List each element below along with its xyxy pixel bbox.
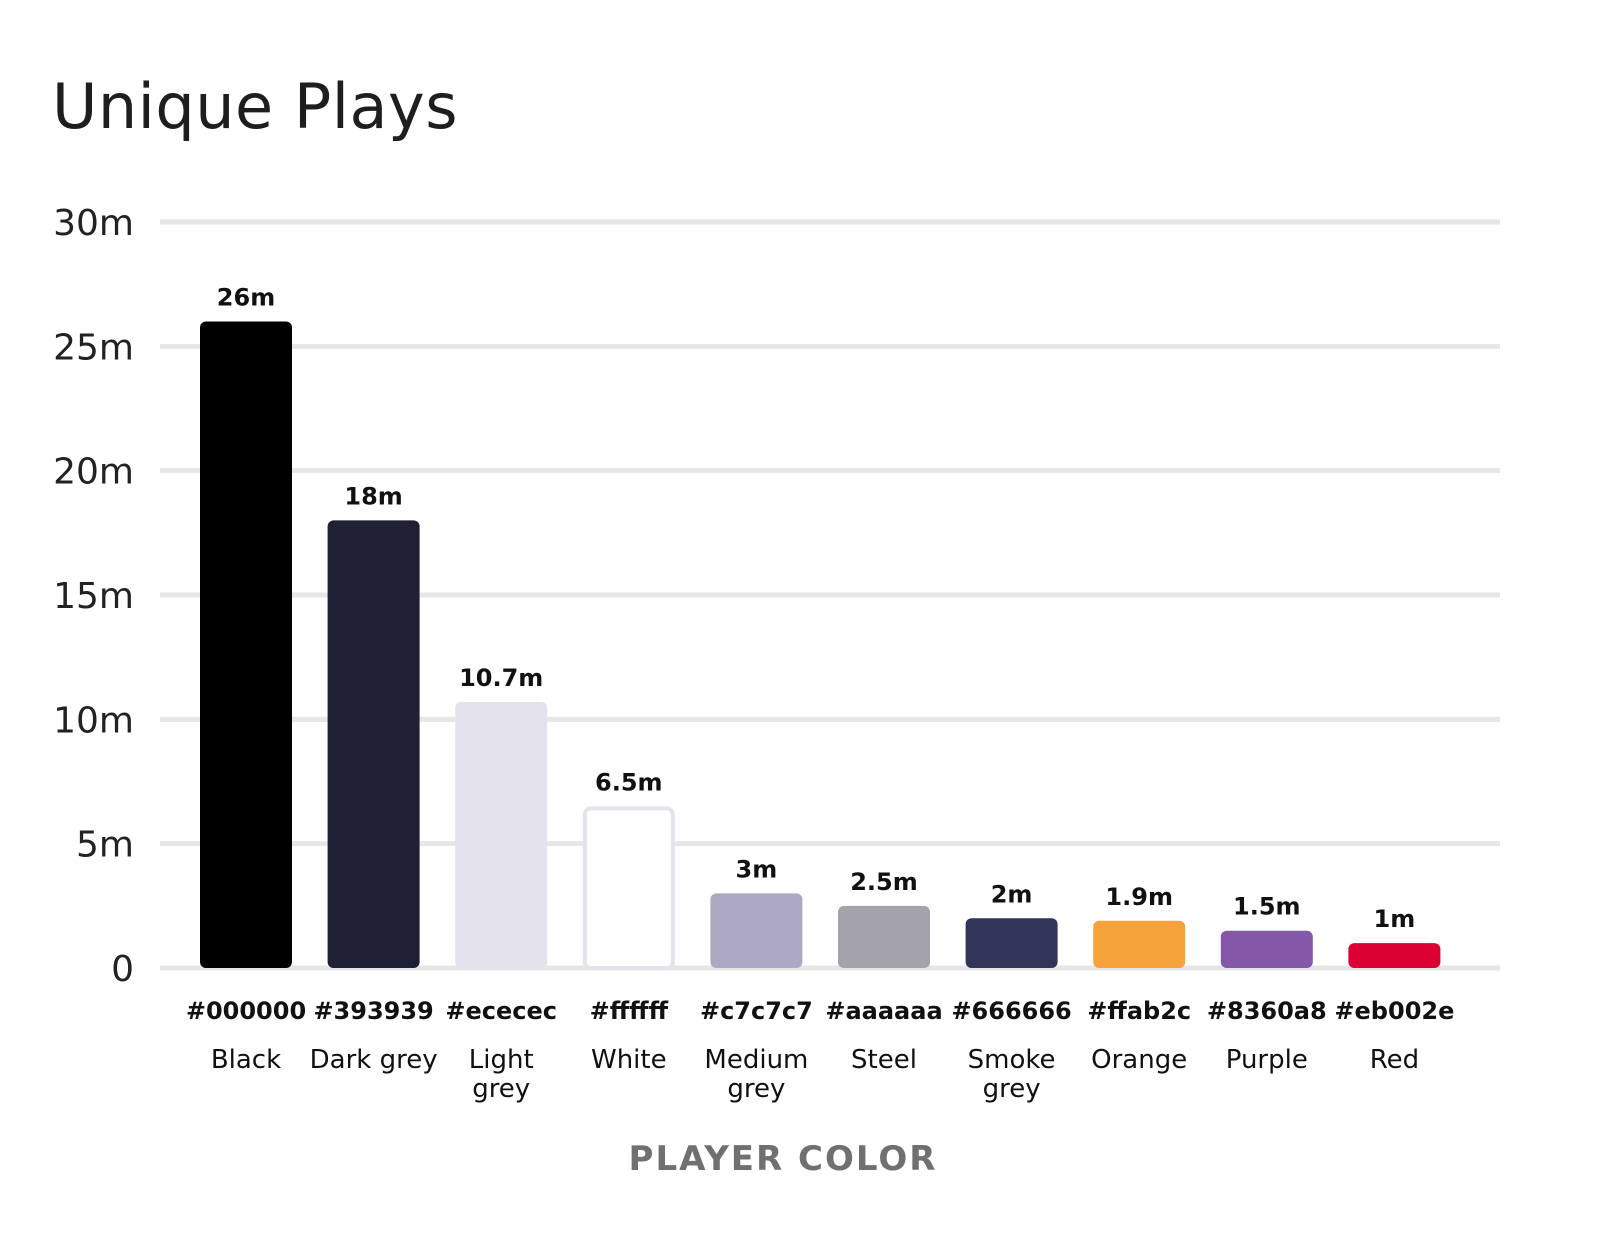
y-axis-ticks: 0 5m 10m 15m 20m 25m 30m [53, 203, 134, 990]
bar-value-label: 1.5m [1233, 893, 1301, 921]
category-hex-label: #666666 [951, 997, 1071, 1025]
bar [1093, 920, 1186, 968]
category-name-label: Red [1370, 1045, 1419, 1075]
category-name-label: Purple [1226, 1045, 1308, 1075]
bar [327, 520, 420, 968]
bar-value-label: 6.5m [595, 768, 663, 796]
bar [200, 321, 292, 968]
category-name-label: grey [472, 1074, 530, 1104]
category-name-label: grey [727, 1074, 785, 1104]
category-name-label: Orange [1091, 1045, 1187, 1075]
bar [710, 893, 803, 968]
category-name-label: Dark grey [310, 1045, 438, 1075]
y-tick-label: 20m [53, 452, 134, 493]
bar [838, 905, 930, 968]
category-hex-label: #aaaaaa [825, 997, 942, 1025]
y-tick-label: 25m [53, 327, 134, 368]
x-axis-title: PLAYER COLOR [629, 1139, 938, 1179]
bar [455, 701, 548, 968]
x-axis-labels: #000000 Black #393939 Dark grey#ececec Light… [186, 997, 1455, 1104]
bar-value-label: 1.9m [1105, 883, 1173, 911]
bar [1220, 930, 1313, 968]
y-tick-label: 30m [53, 203, 134, 244]
bar-value-label: 18m [344, 482, 402, 510]
bar-value-label: 1m [1374, 905, 1416, 933]
category-hex-label: #eb002e [1334, 997, 1454, 1025]
y-tick-label: 5m [76, 825, 134, 866]
bar-value-label: 2m [991, 880, 1033, 908]
y-tick-label: 0 [111, 949, 134, 990]
y-tick-label: 10m [53, 700, 134, 741]
chart-title: Unique Plays [52, 70, 459, 143]
category-hex-label: #ececec [445, 997, 557, 1025]
y-tick-label: 15m [53, 576, 134, 617]
category-name-label: Light [469, 1045, 534, 1075]
bar [1348, 943, 1441, 968]
bar [965, 918, 1058, 968]
bar [582, 806, 675, 970]
category-hex-label: #c7c7c7 [700, 997, 813, 1025]
category-hex-label: #8360a8 [1207, 997, 1327, 1025]
category-hex-label: #ffab2c [1087, 997, 1191, 1025]
bar-value-label: 3m [736, 855, 778, 883]
category-name-label: Smoke [968, 1045, 1056, 1075]
bars [200, 321, 1441, 970]
category-name-label: Black [211, 1045, 281, 1075]
category-hex-label: #ffffff [590, 997, 669, 1025]
bar-value-label: 2.5m [850, 868, 918, 896]
category-hex-label: #393939 [313, 997, 433, 1025]
category-name-label: Medium [704, 1045, 808, 1075]
value-labels: 26m 18m 10.7m 6.5m 3m 2.5m 2m 1.9m 1.5m 1m [217, 283, 1415, 933]
bar-value-label: 26m [217, 283, 275, 311]
category-name-label: White [591, 1045, 667, 1075]
category-name-label: grey [983, 1074, 1041, 1104]
category-hex-label: #000000 [186, 997, 306, 1025]
category-name-label: Steel [851, 1045, 917, 1075]
bar-value-label: 10.7m [459, 664, 543, 692]
